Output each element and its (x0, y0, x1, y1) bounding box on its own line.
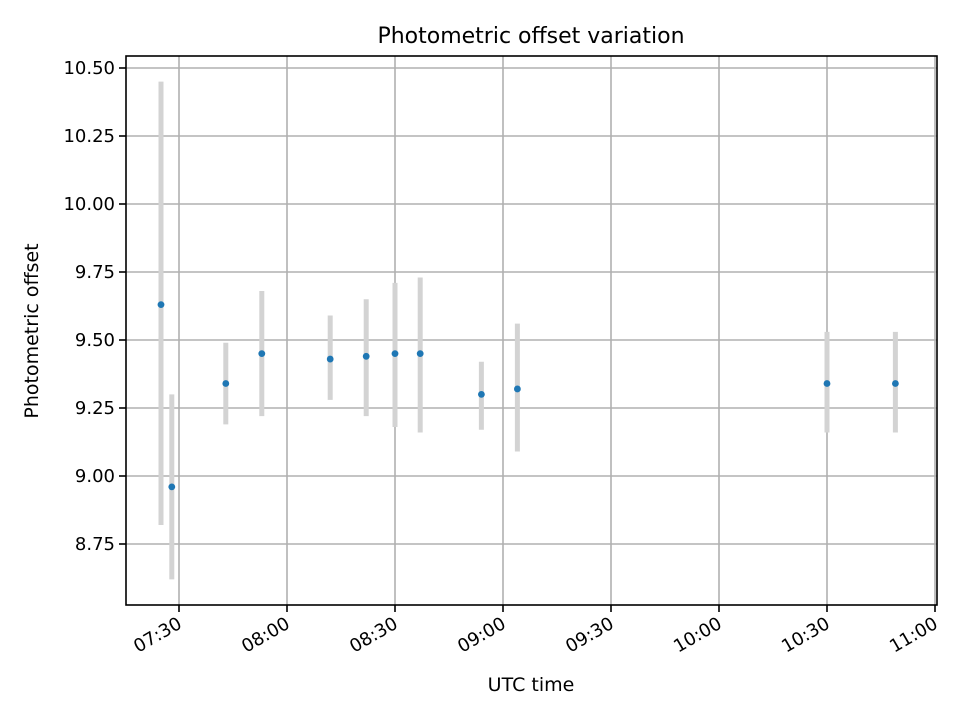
data-point (416, 350, 424, 357)
y-tick-label: 10.00 (63, 194, 115, 215)
y-tick-label: 8.75 (75, 534, 115, 555)
y-tick-label: 9.00 (75, 466, 115, 487)
data-point (168, 483, 176, 491)
grid-layer (126, 56, 937, 605)
data-point (478, 391, 485, 398)
x-tick-label: 07:30 (130, 613, 185, 657)
x-axis: 07:30 08:00 08:30 09:00 09:30 10:00 10:30 11:00 (130, 605, 942, 657)
y-tick-label: 9.75 (75, 262, 115, 283)
data-point (892, 380, 899, 387)
x-tick-label: 10:00 (670, 613, 725, 657)
chart-title: Photometric offset variation (377, 24, 684, 49)
y-axis-label: Photometric offset (21, 243, 43, 418)
data-point (823, 380, 831, 387)
y-tick-label: 9.25 (75, 398, 115, 419)
errorbar-layer (158, 81, 898, 580)
x-tick-label: 11:00 (886, 613, 941, 657)
plot-frame (125, 55, 938, 606)
data-point (258, 350, 266, 357)
data-point (514, 385, 521, 393)
data-point (362, 352, 370, 360)
x-tick-label: 09:00 (454, 613, 509, 657)
data-point (222, 380, 230, 387)
y-tick-label: 9.50 (75, 330, 115, 351)
x-tick-label: 08:30 (346, 613, 401, 657)
data-point (326, 355, 334, 363)
x-axis-label: UTC time (488, 674, 575, 696)
marker-layer (157, 301, 899, 491)
y-axis: 8.75 9.00 9.25 9.50 9.75 10.00 10.25 10.50 (63, 58, 126, 555)
x-tick-label: 08:00 (238, 613, 293, 657)
x-tick-label: 09:30 (562, 613, 617, 657)
x-tick-label: 10:30 (778, 613, 833, 657)
y-tick-label: 10.25 (63, 126, 115, 147)
y-tick-label: 10.50 (63, 58, 115, 79)
data-point (391, 350, 399, 357)
data-point (157, 301, 165, 309)
